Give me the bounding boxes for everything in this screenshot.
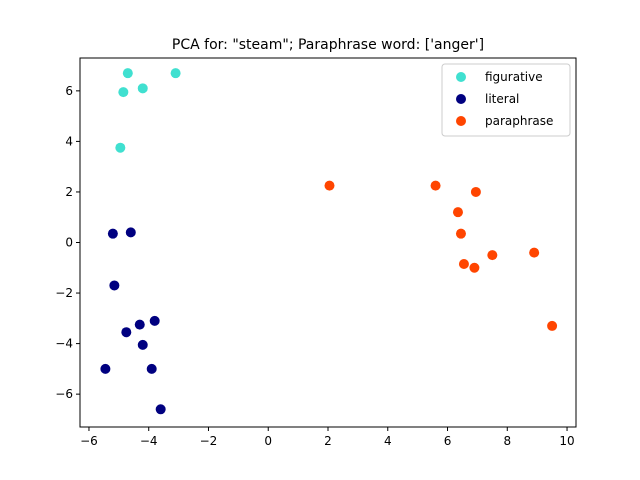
point-figurative — [118, 87, 129, 98]
y-tick-label: 6 — [65, 84, 73, 98]
points-layer — [100, 68, 558, 415]
x-tick-label: −2 — [200, 434, 218, 448]
point-paraphrase — [547, 320, 558, 331]
point-literal — [100, 363, 111, 374]
point-paraphrase — [452, 207, 463, 218]
chart-title: PCA for: "steam"; Paraphrase word: ['ang… — [172, 37, 484, 53]
point-paraphrase — [487, 250, 498, 261]
x-tick-label: 0 — [264, 434, 272, 448]
x-tick-label: 4 — [384, 434, 392, 448]
point-literal — [121, 327, 132, 338]
x-tick-label: 6 — [444, 434, 452, 448]
legend-label-figurative: figurative — [485, 70, 543, 84]
x-axis: −6 −4 −2 0 2 4 6 8 10 — [80, 427, 575, 448]
x-tick-label: 8 — [503, 434, 511, 448]
point-literal — [125, 227, 136, 238]
point-paraphrase — [458, 258, 469, 269]
x-tick-label: −6 — [80, 434, 98, 448]
point-literal — [107, 228, 118, 239]
y-tick-label: −6 — [55, 387, 73, 401]
point-paraphrase — [469, 262, 480, 273]
point-literal — [109, 280, 120, 291]
y-tick-label: 0 — [65, 236, 73, 250]
point-literal — [155, 404, 166, 415]
point-figurative — [115, 142, 126, 153]
y-tick-label: 2 — [65, 185, 73, 199]
point-paraphrase — [430, 180, 441, 191]
x-tick-label: 10 — [559, 434, 574, 448]
y-axis: −6 −4 −2 0 2 4 6 — [55, 84, 80, 401]
legend-label-paraphrase: paraphrase — [485, 114, 553, 128]
point-figurative — [170, 68, 181, 79]
point-paraphrase — [529, 247, 540, 258]
x-tick-label: 2 — [324, 434, 332, 448]
point-paraphrase — [324, 180, 335, 191]
y-tick-label: 4 — [65, 134, 73, 148]
x-tick-label: −4 — [140, 434, 158, 448]
legend-marker-figurative — [456, 72, 466, 82]
legend-box — [441, 63, 571, 137]
legend-label-literal: literal — [485, 92, 519, 106]
point-figurative — [122, 68, 133, 79]
point-literal — [137, 339, 148, 350]
legend-marker-literal — [456, 94, 466, 104]
point-literal — [146, 363, 157, 374]
y-tick-label: −2 — [55, 286, 73, 300]
point-paraphrase — [455, 228, 466, 239]
legend-marker-paraphrase — [456, 116, 466, 126]
point-literal — [134, 319, 145, 330]
point-paraphrase — [470, 186, 481, 197]
point-literal — [149, 315, 160, 326]
point-figurative — [137, 83, 148, 94]
y-tick-label: −4 — [55, 337, 73, 351]
legend: figurative literal paraphrase — [441, 63, 571, 137]
